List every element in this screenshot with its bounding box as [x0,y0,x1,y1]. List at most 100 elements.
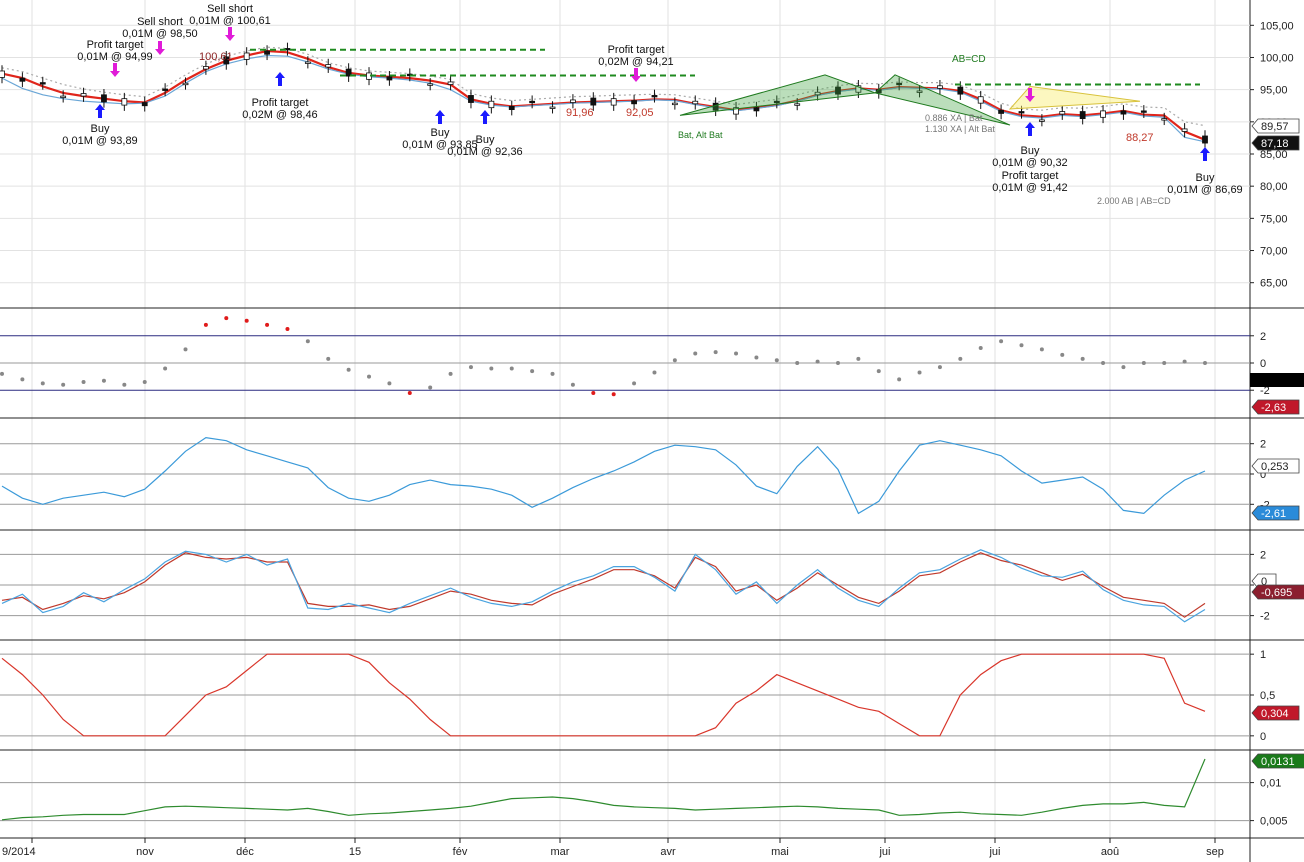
short-label: Sell short [207,3,253,15]
y-tick-label: -2 [1260,499,1270,511]
value-badge: 0 [1261,576,1267,588]
candle [0,70,5,78]
oscillator-dot [0,371,4,376]
series-line [1,436,1206,515]
candle [835,86,841,95]
target-label: Profit target [87,39,144,51]
oscillator-dot [774,358,779,363]
short-label: Sell short [137,16,183,28]
oscillator-dot [1182,359,1187,364]
oscillator-dot [815,359,820,364]
oscillator-dot [856,356,861,361]
series-line [1,46,1206,127]
candle [794,103,801,106]
oscillator-dot [428,385,433,390]
x-tick-label: 9/2014 [2,846,36,858]
oscillator-dot [468,365,473,370]
y-tick-label: 105,00 [1260,20,1294,32]
oscillator-dot [1141,361,1146,365]
oscillator-dot [20,377,25,382]
series-line [1,549,1206,623]
candle [631,100,637,105]
oscillator-dot [876,369,881,374]
oscillator-dot [61,382,66,387]
target-arrow [110,63,120,77]
buy-arrow [1200,147,1210,161]
candle [773,100,780,104]
oscillator-dot [570,382,575,387]
panel-oscillator-4 [0,653,1250,737]
oscillator-dot [835,361,840,365]
oscillator-dot [1019,343,1024,348]
y-tick-label: 0,5 [1260,690,1275,702]
oscillator-dot [978,346,983,351]
oscillator-dot [958,356,963,361]
x-tick-label: fév [453,846,468,858]
oscillator-dot [937,365,942,370]
candle [1038,119,1045,122]
candle [1059,111,1066,115]
candle [570,99,576,103]
candle [304,61,311,64]
candle [814,91,821,96]
panel-oscillator-3 [0,549,1250,623]
oscillator-dot [203,322,208,327]
candle [325,64,332,68]
series-line [1,552,1206,618]
candle [1018,111,1025,114]
buy-detail: 0,01M @ 93,89 [62,135,137,147]
candle [80,93,87,97]
oscillator-dot [999,339,1004,344]
oscillator-dot [611,392,616,397]
oscillator-dot [1101,361,1106,365]
candle [243,52,250,60]
target-label: Profit target [608,44,665,56]
buy-arrow [95,104,105,118]
oscillator-dot [795,361,800,365]
y-tick-label: 65,00 [1260,278,1288,290]
oscillator-dot [163,366,168,371]
x-tick-label: déc [236,846,254,858]
x-tick-label: jui [878,846,890,858]
candle [753,107,760,112]
y-tick-label: 70,00 [1260,246,1288,258]
candle [427,83,434,86]
candle [977,96,984,104]
oscillator-dot [1121,365,1126,370]
short-detail: 0,01M @ 98,50 [122,28,197,40]
oscillator-dot [387,381,392,386]
candle [916,90,923,93]
value-badge: 87,18 [1261,138,1289,150]
candle [957,86,964,95]
y-tick-label: 75,00 [1260,213,1288,225]
buy-detail: 0,01M @ 86,69 [1167,184,1242,196]
candle [529,100,536,104]
candle [855,85,862,93]
short-arrow [155,41,165,55]
x-tick-label: aoû [1101,846,1119,858]
candle [1100,110,1106,118]
candle [447,81,454,85]
pattern-label: 0.886 XA | Bat [925,113,983,123]
value-badge: -0,695 [1261,587,1292,599]
pattern-label: Bat, Alt Bat [678,130,723,140]
oscillator-dot [224,316,229,321]
price-label: 92,05 [626,107,654,119]
panel-oscillator-1 [0,316,1250,397]
target-arrow [1025,88,1035,102]
oscillator-dot [530,369,535,374]
candle [101,94,107,103]
buy-label: Buy [91,123,110,135]
candle [998,109,1005,114]
y-tick-label: 2 [1260,331,1266,343]
target-label: Profit target [1002,170,1059,182]
buy-arrow [480,110,490,124]
x-tick-label: mar [551,846,570,858]
oscillator-dot [1060,352,1065,357]
target-detail: 0,01M @ 94,99 [77,51,152,63]
value-badge: -2,61 [1261,508,1286,520]
candle [590,97,597,106]
